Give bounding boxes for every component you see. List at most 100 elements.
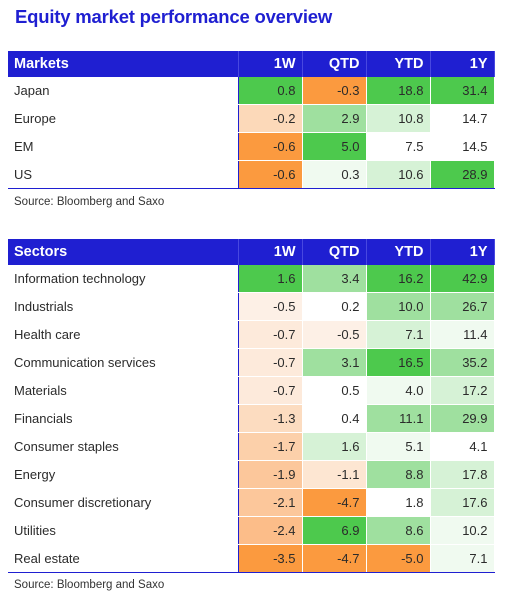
table-row: Financials -1.3 0.4 11.1 29.9	[8, 404, 495, 433]
value-cell: 0.2	[302, 292, 367, 321]
sectors-table: Sectors 1W QTD YTD 1Y Information technology…	[8, 239, 495, 573]
row-label: Energy	[8, 460, 239, 489]
table-header-row: Markets 1W QTD YTD 1Y	[8, 51, 495, 77]
value-cell: 10.2	[430, 516, 495, 545]
value-cell: 4.1	[430, 432, 495, 461]
value-cell: 5.1	[366, 432, 431, 461]
table-row: Consumer staples -1.7 1.6 5.1 4.1	[8, 432, 495, 461]
column-header: YTD	[366, 51, 431, 77]
value-cell: -0.7	[238, 348, 303, 377]
value-cell: 0.3	[302, 160, 367, 189]
value-cell: 26.7	[430, 292, 495, 321]
value-cell: -0.7	[238, 320, 303, 349]
row-label: Communication services	[8, 348, 239, 377]
value-cell: -0.6	[238, 132, 303, 161]
value-cell: -0.3	[302, 77, 367, 105]
value-cell: -0.2	[238, 104, 303, 133]
value-cell: 18.8	[366, 77, 431, 105]
table-row: Industrials -0.5 0.2 10.0 26.7	[8, 292, 495, 321]
row-label: Consumer discretionary	[8, 488, 239, 517]
value-cell: 11.4	[430, 320, 495, 349]
value-cell: -0.7	[238, 376, 303, 405]
table-row: Real estate -3.5 -4.7 -5.0 7.1	[8, 544, 495, 573]
value-cell: 28.9	[430, 160, 495, 189]
value-cell: 14.7	[430, 104, 495, 133]
value-cell: 16.2	[366, 265, 431, 293]
value-cell: 31.4	[430, 77, 495, 105]
row-label: Health care	[8, 320, 239, 349]
value-cell: -0.5	[238, 292, 303, 321]
value-cell: 10.0	[366, 292, 431, 321]
table-row: Japan 0.8 -0.3 18.8 31.4	[8, 77, 495, 105]
value-cell: -4.7	[302, 544, 367, 573]
value-cell: -1.3	[238, 404, 303, 433]
value-cell: 16.5	[366, 348, 431, 377]
value-cell: -1.1	[302, 460, 367, 489]
value-cell: 0.8	[238, 77, 303, 105]
value-cell: 1.6	[302, 432, 367, 461]
row-label: EM	[8, 132, 239, 161]
value-cell: 29.9	[430, 404, 495, 433]
row-label: Utilities	[8, 516, 239, 545]
value-cell: -2.1	[238, 488, 303, 517]
value-cell: -3.5	[238, 544, 303, 573]
row-label: Information technology	[8, 265, 239, 293]
row-label: Real estate	[8, 544, 239, 573]
column-header: YTD	[366, 239, 431, 265]
column-header: QTD	[302, 239, 367, 265]
value-cell: -4.7	[302, 488, 367, 517]
value-cell: 8.6	[366, 516, 431, 545]
row-label: Financials	[8, 404, 239, 433]
value-cell: 6.9	[302, 516, 367, 545]
table-row: Materials -0.7 0.5 4.0 17.2	[8, 376, 495, 405]
column-header: QTD	[302, 51, 367, 77]
value-cell: 0.5	[302, 376, 367, 405]
value-cell: 4.0	[366, 376, 431, 405]
table-row: Energy -1.9 -1.1 8.8 17.8	[8, 460, 495, 489]
value-cell: -1.9	[238, 460, 303, 489]
value-cell: -2.4	[238, 516, 303, 545]
value-cell: -0.6	[238, 160, 303, 189]
value-cell: 1.8	[366, 488, 431, 517]
value-cell: -0.5	[302, 320, 367, 349]
value-cell: 10.6	[366, 160, 431, 189]
value-cell: 3.4	[302, 265, 367, 293]
value-cell: 11.1	[366, 404, 431, 433]
row-label: Japan	[8, 77, 239, 105]
column-header: 1W	[238, 239, 303, 265]
table-row: Consumer discretionary -2.1 -4.7 1.8 17.6	[8, 488, 495, 517]
value-cell: -5.0	[366, 544, 431, 573]
value-cell: 1.6	[238, 265, 303, 293]
header-label: Markets	[8, 51, 239, 77]
value-cell: 5.0	[302, 132, 367, 161]
value-cell: 35.2	[430, 348, 495, 377]
value-cell: 7.1	[430, 544, 495, 573]
value-cell: 7.5	[366, 132, 431, 161]
source-note-markets: Source: Bloomberg and Saxo	[14, 196, 165, 208]
table-row: Europe -0.2 2.9 10.8 14.7	[8, 104, 495, 133]
table-row: Information technology 1.6 3.4 16.2 42.9	[8, 265, 495, 293]
row-label: Consumer staples	[8, 432, 239, 461]
value-cell: 10.8	[366, 104, 431, 133]
table-row: US -0.6 0.3 10.6 28.9	[8, 160, 495, 189]
column-header: 1W	[238, 51, 303, 77]
value-cell: 42.9	[430, 265, 495, 293]
table-header-row: Sectors 1W QTD YTD 1Y	[8, 239, 495, 265]
page-title: Equity market performance overview	[15, 6, 333, 27]
row-label: US	[8, 160, 239, 189]
value-cell: 3.1	[302, 348, 367, 377]
row-label: Materials	[8, 376, 239, 405]
source-note-sectors: Source: Bloomberg and Saxo	[14, 579, 165, 591]
table-row: Health care -0.7 -0.5 7.1 11.4	[8, 320, 495, 349]
table-row: EM -0.6 5.0 7.5 14.5	[8, 132, 495, 161]
markets-table: Markets 1W QTD YTD 1Y Japan 0.8 -0.3 18.8 31.4 Eu…	[8, 51, 495, 189]
table-row: Utilities -2.4 6.9 8.6 10.2	[8, 516, 495, 545]
table-row: Communication services -0.7 3.1 16.5 35.2	[8, 348, 495, 377]
value-cell: 17.8	[430, 460, 495, 489]
row-label: Industrials	[8, 292, 239, 321]
value-cell: 17.6	[430, 488, 495, 517]
value-cell: 0.4	[302, 404, 367, 433]
value-cell: 8.8	[366, 460, 431, 489]
value-cell: 17.2	[430, 376, 495, 405]
header-label: Sectors	[8, 239, 239, 265]
